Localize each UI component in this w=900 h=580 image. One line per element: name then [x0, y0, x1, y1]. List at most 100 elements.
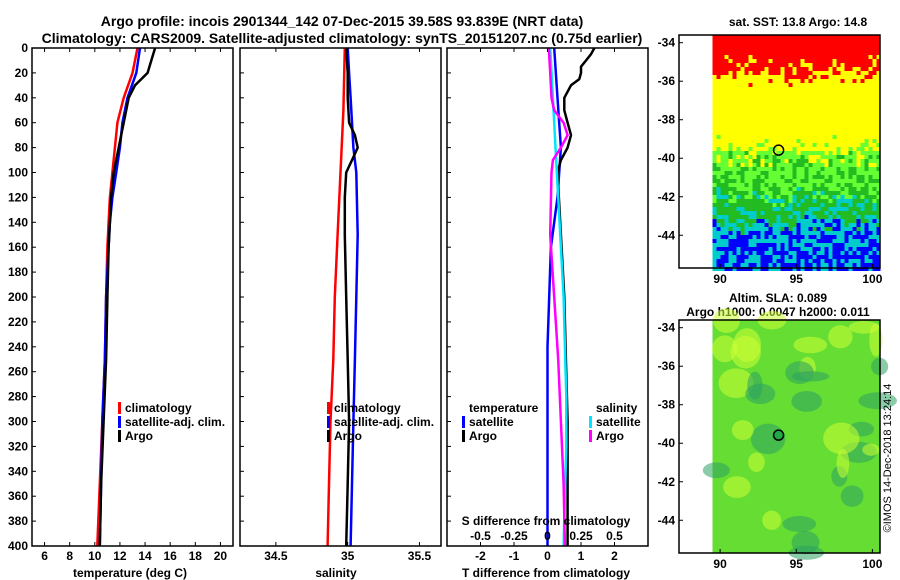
- sst-cell: [764, 179, 769, 183]
- sst-cell: [736, 259, 741, 263]
- sst-cell: [764, 111, 769, 115]
- sst-cell: [816, 103, 821, 107]
- sst-cell: [800, 159, 805, 163]
- sst-cell: [720, 167, 725, 171]
- sst-cell: [720, 79, 725, 83]
- sst-cell: [716, 51, 721, 55]
- sst-cell: [800, 59, 805, 63]
- sst-cell: [820, 175, 825, 179]
- sst-cell: [864, 147, 869, 151]
- sst-cell: [848, 139, 853, 143]
- sst-cell: [716, 207, 721, 211]
- sst-cell: [712, 163, 717, 167]
- sla-map-panel: Altim. SLA: 0.089 Argo h1000: 0.0047 h20…: [658, 291, 897, 571]
- sst-cell: [732, 87, 737, 91]
- sst-cell: [764, 223, 769, 227]
- sst-cell: [876, 47, 881, 51]
- depth-tick-label: 240: [8, 340, 28, 354]
- sst-cell: [792, 199, 797, 203]
- sst-cell: [748, 143, 753, 147]
- sst-cell: [852, 211, 857, 215]
- sst-cell: [828, 135, 833, 139]
- sst-cell: [804, 219, 809, 223]
- sst-cell: [712, 87, 717, 91]
- sst-cell: [876, 171, 881, 175]
- sst-cell: [840, 63, 845, 67]
- sst-cell: [868, 127, 873, 131]
- sst-cell: [788, 63, 793, 67]
- sst-cell: [724, 255, 729, 259]
- sst-cell: [760, 215, 765, 219]
- sst-cell: [832, 87, 837, 91]
- sst-cell: [760, 139, 765, 143]
- sst-cell: [848, 207, 853, 211]
- sst-cell: [768, 195, 773, 199]
- sst-cell: [868, 147, 873, 151]
- sst-cell: [800, 55, 805, 59]
- sst-cell: [876, 227, 881, 231]
- sst-cell: [816, 175, 821, 179]
- sst-cell: [836, 247, 841, 251]
- sst-cell: [736, 255, 741, 259]
- sst-cell: [816, 35, 821, 39]
- series-t-satellite: [546, 47, 563, 546]
- sst-cell: [776, 59, 781, 63]
- sst-cell: [852, 127, 857, 131]
- sst-cell: [808, 103, 813, 107]
- sst-cell: [716, 147, 721, 151]
- sst-cell: [760, 211, 765, 215]
- sst-cell: [804, 119, 809, 123]
- legend-label-argo: Argo: [125, 429, 153, 443]
- sst-cell: [732, 255, 737, 259]
- sst-cell: [876, 251, 881, 255]
- sst-cell: [812, 83, 817, 87]
- sst-cell: [788, 247, 793, 251]
- sst-cell: [728, 103, 733, 107]
- sst-cell: [776, 83, 781, 87]
- sst-cell: [748, 243, 753, 247]
- sst-cell: [756, 183, 761, 187]
- sst-cell: [876, 247, 881, 251]
- sst-cell: [712, 127, 717, 131]
- sst-cell: [872, 59, 877, 63]
- temperature-panel: 0204060801001201401601802002202402602803…: [8, 41, 234, 580]
- sst-cell: [748, 211, 753, 215]
- sst-cell: [744, 51, 749, 55]
- sst-cell: [740, 191, 745, 195]
- sst-cell: [808, 171, 813, 175]
- sla-blob: [823, 422, 860, 455]
- sst-cell: [740, 75, 745, 79]
- sst-cell: [712, 223, 717, 227]
- sst-cell: [816, 239, 821, 243]
- sst-cell: [736, 231, 741, 235]
- sst-cell: [788, 135, 793, 139]
- sst-cell: [740, 163, 745, 167]
- sst-cell: [712, 55, 717, 59]
- sst-cell: [872, 119, 877, 123]
- sst-cell: [720, 255, 725, 259]
- sst-cell: [740, 127, 745, 131]
- sst-cell: [844, 223, 849, 227]
- sst-cell: [768, 83, 773, 87]
- sst-cell: [724, 119, 729, 123]
- sst-cell: [796, 59, 801, 63]
- sst-cell: [804, 207, 809, 211]
- sst-cell: [764, 143, 769, 147]
- sst-cell: [804, 83, 809, 87]
- sst-cell: [804, 199, 809, 203]
- sst-cell: [820, 71, 825, 75]
- sst-cell: [740, 135, 745, 139]
- sst-cell: [780, 59, 785, 63]
- sst-cell: [860, 103, 865, 107]
- sst-cell: [784, 247, 789, 251]
- sst-cell: [772, 247, 777, 251]
- sst-cell: [792, 191, 797, 195]
- sst-cell: [768, 55, 773, 59]
- sst-cell: [864, 75, 869, 79]
- sst-cell: [772, 147, 777, 151]
- sst-cell: [756, 87, 761, 91]
- sst-cell: [836, 71, 841, 75]
- depth-tick-label: 80: [15, 141, 29, 155]
- sst-cell: [728, 123, 733, 127]
- sst-cell: [848, 135, 853, 139]
